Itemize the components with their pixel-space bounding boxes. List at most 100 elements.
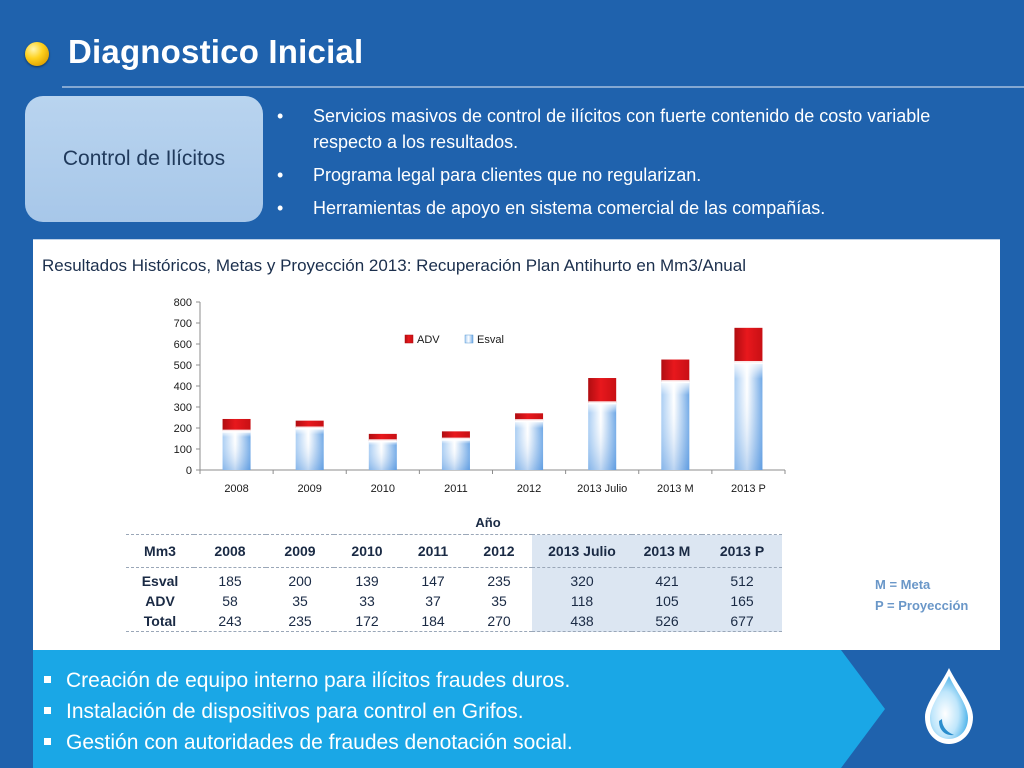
table-column-header: 2009 <box>266 534 334 568</box>
top-bullet-text: Herramientas de apoyo en sistema comerci… <box>313 198 826 218</box>
legend-notes: M = Meta P = Proyección <box>875 574 968 616</box>
y-tick-label: 600 <box>174 339 192 351</box>
top-bullet-text: Programa legal para clientes que no regu… <box>313 165 702 185</box>
content-panel: Resultados Históricos, Metas y Proyecció… <box>33 240 1000 650</box>
table-header-row: Mm3 2008 2009 2010 2011 2012 2013 Julio 2013 M… <box>126 534 782 568</box>
bar-adv <box>734 327 763 363</box>
top-bullet-item: • Herramientas de apoyo en sistema comerc… <box>277 195 997 221</box>
bar-adv <box>661 359 690 382</box>
data-table: Año Mm3 2008 2009 2010 2011 2012 2013 Julio 20… <box>126 510 782 632</box>
stacked-bar-chart: 0 100 200 300 400 500 600 700 800 2008 2009 2010 201… <box>174 297 786 495</box>
y-tick-label: 100 <box>174 444 192 456</box>
bottom-bullet-item: Creación de equipo interno para ilícitos… <box>41 665 573 696</box>
y-tick-label: 300 <box>174 402 192 414</box>
x-tick-label: 2011 <box>444 483 468 495</box>
bar-separator <box>588 401 617 405</box>
table-cell: 33 <box>359 593 375 609</box>
table-cell: 320 <box>532 567 632 591</box>
table-cell: 165 <box>702 591 782 611</box>
title-divider <box>62 86 1024 88</box>
bar-adv <box>295 420 324 428</box>
square-bullet-icon <box>44 676 51 683</box>
table-cell: 200 <box>288 573 312 589</box>
table-cell: 677 <box>702 611 782 632</box>
bar-adv <box>588 378 617 403</box>
bottom-bullet-list: Creación de equipo interno para ilícitos… <box>41 665 573 758</box>
bullet-dot-icon: • <box>277 198 284 218</box>
chart-caption: Resultados Históricos, Metas y Proyecció… <box>42 256 746 275</box>
table-cell: 421 <box>632 567 702 591</box>
gold-orb-icon <box>25 42 49 66</box>
bar-esval-shade <box>661 381 690 470</box>
table-cell: 243 <box>194 611 266 632</box>
y-tick-label: 700 <box>174 318 192 330</box>
legend-swatch-esval <box>464 334 474 344</box>
bar-adv <box>515 413 544 421</box>
bar-adv <box>441 431 470 440</box>
bar-separator <box>222 429 251 433</box>
table-row-label: Esval <box>141 573 179 589</box>
table-column-header: 2010 <box>334 534 400 568</box>
bottom-bullet-item: Gestión con autoridades de fraudes denot… <box>41 727 573 758</box>
top-bullet-item: • Servicios masivos de control de ilícito… <box>277 103 997 155</box>
table-cell: 235 <box>266 611 334 632</box>
y-tick-label: 400 <box>174 381 192 393</box>
bar-separator <box>441 437 470 441</box>
x-tick-label: 2013 P <box>731 483 766 495</box>
y-tick-label: 200 <box>174 423 192 435</box>
bar-esval-shade <box>515 420 544 470</box>
bottom-bullet-text: Gestión con autoridades de fraudes denot… <box>66 731 573 754</box>
table-column-header: 2013 M <box>632 534 702 568</box>
bar-separator <box>515 419 544 423</box>
bullet-dot-icon: • <box>277 165 284 185</box>
chart-plot-area: 0 100 200 300 400 500 600 700 800 2008 2009 2010 201… <box>174 297 786 495</box>
y-tick-label: 800 <box>174 297 192 309</box>
table-body: Esval 185 200 139 147 235 320 421 512 ADV 58 35 33 37… <box>126 567 782 632</box>
table-column-header: 2013 Julio <box>532 534 632 568</box>
x-tick-label: 2009 <box>297 483 321 495</box>
note-proyeccion: P = Proyección <box>875 598 969 613</box>
bar-esval-shade <box>368 440 397 470</box>
table-cell: 185 <box>218 573 242 589</box>
table-cell: 105 <box>632 591 702 611</box>
table-cell: 235 <box>487 573 511 589</box>
table-column-header: 2013 P <box>702 534 782 568</box>
table-cell: 172 <box>334 611 400 632</box>
table-row-label: ADV <box>145 593 175 609</box>
table-unit-label: Mm3 <box>126 534 194 568</box>
y-tick-label: 500 <box>174 360 192 372</box>
bar-esval-shade <box>295 428 324 470</box>
bottom-bullet-item: Instalación de dispositivos para control… <box>41 696 573 727</box>
bar-separator <box>661 380 690 384</box>
section-divider <box>33 239 1000 240</box>
table-cell: 58 <box>222 593 238 609</box>
bar-esval-shade <box>588 402 617 470</box>
table-cell: 35 <box>491 593 507 609</box>
legend-label-esval: Esval <box>477 334 504 346</box>
table-axis-label: Año <box>475 514 501 530</box>
table-row: ADV 58 35 33 37 35 118 105 165 <box>126 591 782 611</box>
legend-swatch-adv <box>404 334 414 344</box>
legend-label-adv: ADV <box>417 334 440 346</box>
table-cell: 438 <box>532 611 632 632</box>
table-cell: 37 <box>425 593 441 609</box>
control-box-label: Control de Ilícitos <box>62 147 226 170</box>
bar-adv <box>222 418 251 432</box>
table-row: Esval 185 200 139 147 235 320 421 512 <box>126 567 782 591</box>
table-cell: 270 <box>466 611 532 632</box>
table-row-label: Total <box>126 611 194 632</box>
table-corner <box>126 510 194 535</box>
top-bullet-item: • Programa legal para clientes que no reg… <box>277 162 997 188</box>
bar-esval-shade <box>441 439 470 470</box>
x-tick-label: 2012 <box>517 483 541 495</box>
table-cell: 184 <box>400 611 466 632</box>
bar-esval-shade <box>734 362 763 470</box>
table-cell: 139 <box>355 573 379 589</box>
square-bullet-icon <box>44 738 51 745</box>
table-cell: 118 <box>532 591 632 611</box>
bottom-bullet-text: Creación de equipo interno para ilícitos… <box>66 669 571 692</box>
table-row: Total 243 235 172 184 270 438 526 677 <box>126 611 782 632</box>
bar-separator <box>295 426 324 430</box>
table-cell: 35 <box>292 593 308 609</box>
